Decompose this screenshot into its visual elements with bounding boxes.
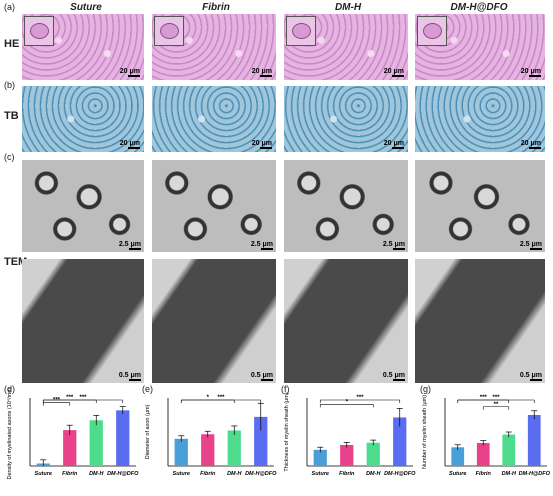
he-inset-dm-h [286,16,316,46]
x-tick-label: Suture [449,471,466,477]
y-axis-label: Number of myelin sheath (μm) [422,395,428,469]
bar-dm-h-dfo [527,415,541,466]
x-tick-label: Fibrin [339,471,355,477]
scalebar-tem-high-dm-h: 0.5 μm [382,372,405,381]
scalebar-tb-fibrin: 20 μm [251,140,272,149]
tb-image-dm-h-dfo: 20 μm [415,86,545,152]
significance-mark: *** [217,395,225,401]
row-label-he: HE [4,38,20,50]
tem-low-image-suture: 2.5 μm [22,160,144,252]
scalebar-he-fibrin: 20 μm [251,68,272,77]
x-tick-label: Fibrin [476,471,492,477]
scalebar-tem-high-dm-h-dfo: 0.5 μm [519,372,542,381]
column-title-suture: Suture [70,2,102,13]
tem-low-image-dm-h: 2.5 μm [284,160,408,252]
significance-mark: * [207,395,210,401]
bar-fibrin [340,444,354,466]
bar-fibrin [201,434,215,466]
x-tick-label: DM-H [227,471,242,477]
x-tick-label: Suture [312,471,329,477]
panel-label-e: (e) [142,384,153,394]
panel-label-a: (a) [4,2,15,12]
chart-axon-diameter: Diameter of axon (μm) Suture Fibrin DM-H DM-… [145,395,277,477]
scalebar-tem-low-suture: 2.5 μm [118,241,141,250]
chart-density-myelinated-axons: Density of myelinated axons (10⁴/mm²) Sut… [6,388,139,479]
column-title-dm-h-dfo: DM-H@DFO [450,2,508,13]
significance-mark: *** [356,395,364,401]
x-tick-label: DM-H [366,471,381,477]
x-tick-label: Fibrin [200,471,216,477]
chart-myelin-number: Number of myelin sheath (μm) Suture Fibrin… [422,395,551,477]
x-tick-label: DM-H@DFO [107,471,139,477]
bar-dm-h [502,434,516,466]
x-tick-label: DM-H@DFO [245,471,277,477]
panel-label-b: (b) [4,80,15,90]
bar-dm-h [366,442,380,466]
significance-mark: ** [494,402,499,408]
bar-dm-h-dfo [254,416,268,466]
bar-dm-h-dfo [116,410,130,466]
row-label-tb: TB [4,110,19,122]
bar-dm-h [227,430,241,466]
significance-mark: * [346,399,349,405]
scalebar-he-suture: 20 μm [119,68,140,77]
significance-mark: *** [66,395,74,401]
tem-high-image-fibrin: 0.5 μm [152,259,276,383]
panel-label-d: (d) [4,384,15,394]
x-tick-label: Fibrin [62,471,78,477]
tem-high-image-dm-h: 0.5 μm [284,259,408,383]
scalebar-he-dm-h: 20 μm [383,68,404,77]
significance-mark: *** [79,395,87,401]
bar-suture [313,449,327,466]
significance-mark: *** [480,395,488,401]
he-image-suture: 20 μm [22,14,144,80]
scalebar-tb-dm-h: 20 μm [383,140,404,149]
tem-low-image-dm-h-dfo: 2.5 μm [415,160,545,252]
bar-suture [451,447,465,466]
scalebar-tb-dm-h-dfo: 20 μm [520,140,541,149]
scalebar-tem-low-dm-h: 2.5 μm [382,241,405,250]
x-tick-label: DM-H@DFO [384,471,416,477]
x-tick-label: DM-H [502,471,517,477]
bar-dm-h-dfo [393,417,407,466]
he-image-dm-h: 20 μm [284,14,408,80]
column-title-fibrin: Fibrin [202,2,230,13]
column-title-dm-h: DM-H [334,2,362,13]
bar-fibrin [63,430,77,466]
x-tick-label: DM-H [89,471,104,477]
panel-label-f: (f) [281,384,290,394]
tb-image-fibrin: 20 μm [152,86,276,152]
y-axis-label: Diameter of axon (μm) [145,404,151,459]
y-axis-label: Density of myelinated axons (10⁴/mm²) [6,388,13,479]
tb-image-dm-h: 20 μm [284,86,408,152]
scalebar-tb-suture: 20 μm [119,140,140,149]
tem-high-image-suture: 0.5 μm [22,259,144,383]
tem-high-image-dm-h-dfo: 0.5 μm [415,259,545,383]
scalebar-he-dm-h-dfo: 20 μm [520,68,541,77]
bar-dm-h [89,420,103,466]
he-inset-fibrin [154,16,184,46]
x-tick-label: DM-H@DFO [519,471,551,477]
significance-mark: *** [492,395,500,401]
scalebar-tem-low-fibrin: 2.5 μm [250,241,273,250]
y-axis-label: Thickness of myelin sheath (μm) [284,392,290,471]
chart-myelin-thickness: Thickness of myelin sheath (μm) Suture Fib… [284,392,416,477]
significance-mark: *** [53,398,61,404]
tem-low-image-fibrin: 2.5 μm [152,160,276,252]
panel-label-g: (g) [420,384,431,394]
scalebar-tem-high-fibrin: 0.5 μm [250,372,273,381]
tb-image-suture: 20 μm [22,86,144,152]
scalebar-tem-high-suture: 0.5 μm [118,372,141,381]
x-tick-label: Suture [173,471,190,477]
x-tick-label: Suture [35,471,52,477]
row-label-tem: TEM [4,256,28,268]
he-inset-dm-h-dfo [417,16,447,46]
he-inset-suture [24,16,54,46]
he-image-fibrin: 20 μm [152,14,276,80]
panel-label-c: (c) [4,152,15,162]
bar-fibrin [476,443,490,466]
scalebar-tem-low-dm-h-dfo: 2.5 μm [519,241,542,250]
he-image-dm-h-dfo: 20 μm [415,14,545,80]
bar-suture [174,438,188,466]
